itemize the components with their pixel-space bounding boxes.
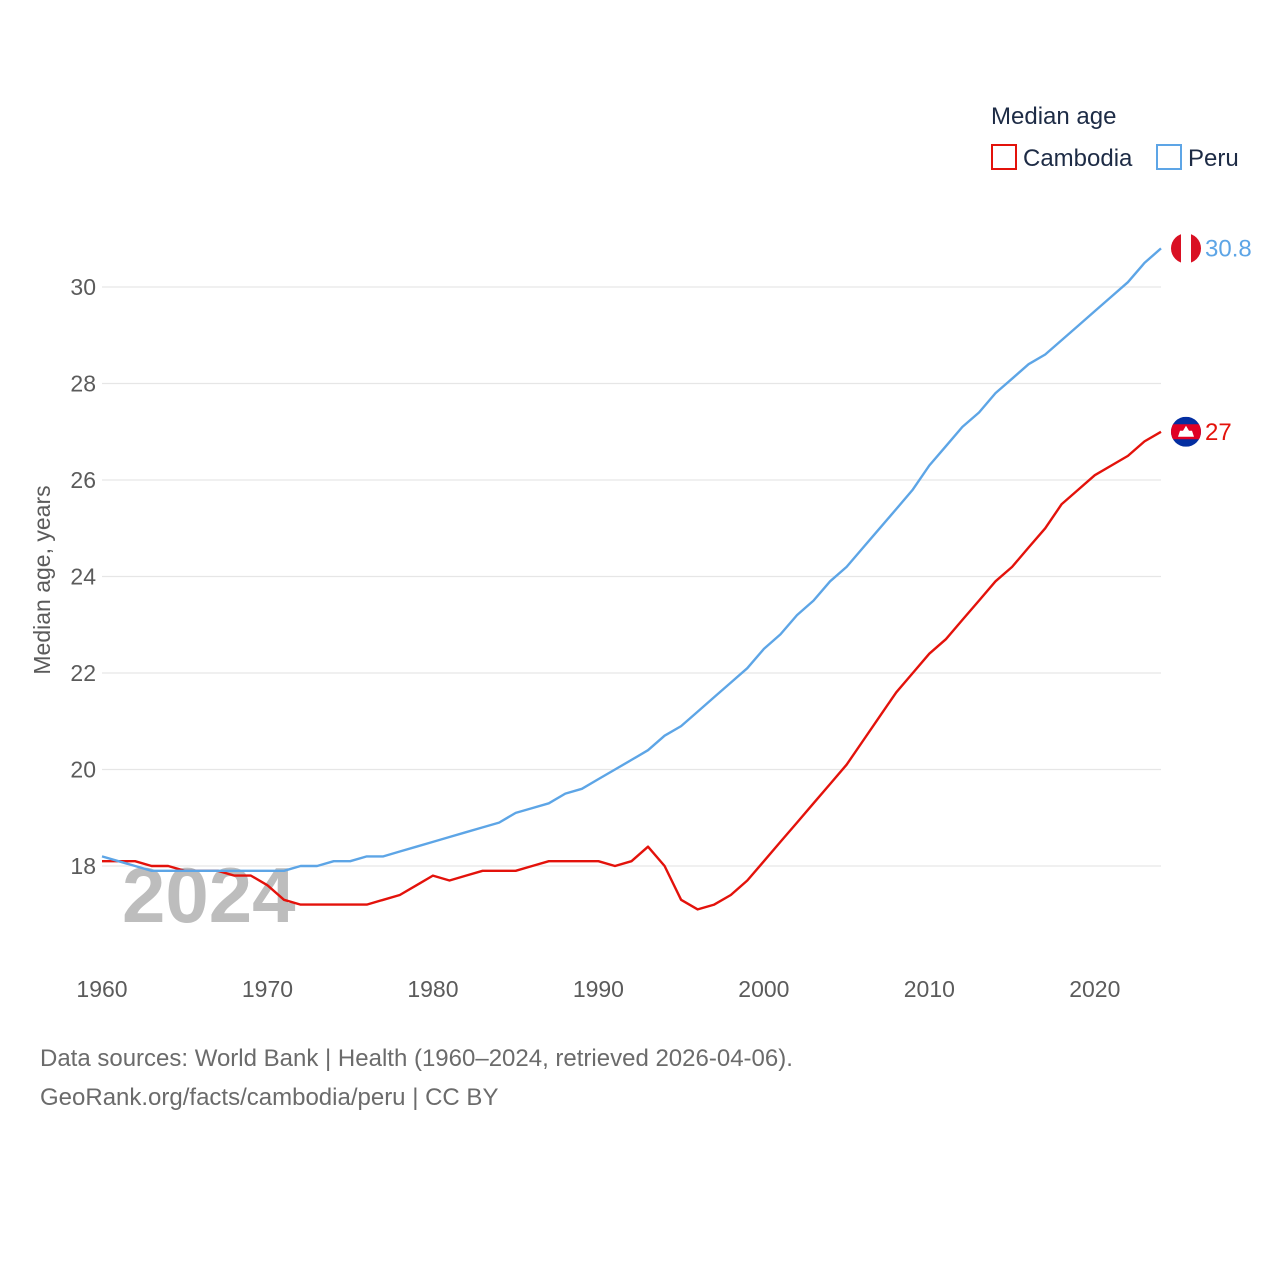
x-tick-label-1970: 1970 — [242, 976, 293, 1002]
legend-label-cambodia: Cambodia — [1023, 145, 1133, 172]
flag-body — [1171, 416, 1201, 447]
y-axis-title: Median age, years — [29, 485, 55, 674]
legend-item-cambodia[interactable]: Cambodia — [991, 144, 1133, 172]
series-lines — [101, 247, 1162, 911]
legend-item-peru[interactable]: Peru — [1156, 144, 1239, 172]
y-axis-ticks: 18 20 22 24 26 28 30 — [70, 274, 96, 879]
peru-flag-left-band — [1171, 233, 1181, 264]
cambodia-flag-icon — [1171, 416, 1201, 447]
y-tick-label-26: 26 — [70, 467, 96, 493]
end-value-label-cambodia: 27 — [1205, 419, 1232, 446]
legend-swatch-peru — [1156, 144, 1182, 170]
x-tick-label-1980: 1980 — [407, 976, 458, 1002]
y-tick-label-30: 30 — [70, 274, 96, 300]
peru-flag-icon — [1171, 233, 1201, 264]
y-tick-label-22: 22 — [70, 660, 96, 686]
legend-title: Median age — [991, 103, 1116, 130]
x-tick-label-2000: 2000 — [738, 976, 789, 1002]
cambodia-flag-temple — [1178, 425, 1194, 437]
x-tick-label-1990: 1990 — [573, 976, 624, 1002]
footer-attribution: GeoRank.org/facts/cambodia/peru | CC BY — [40, 1084, 499, 1111]
y-tick-label-18: 18 — [70, 853, 96, 879]
grid-lines — [102, 286, 1161, 867]
footer-sources: Data sources: World Bank | Health (1960–… — [40, 1045, 793, 1072]
x-tick-label-2020: 2020 — [1069, 976, 1120, 1002]
y-tick-label-24: 24 — [70, 564, 96, 590]
series-line-cambodia — [102, 430, 1162, 911]
legend-swatch-cambodia — [991, 144, 1017, 170]
peru-flag-right-band — [1191, 233, 1201, 264]
flag-body — [1171, 233, 1201, 264]
x-tick-label-1960: 1960 — [76, 976, 127, 1002]
end-value-label-peru: 30.8 — [1205, 235, 1252, 262]
x-tick-label-2010: 2010 — [904, 976, 955, 1002]
x-axis-ticks: 1960 1970 1980 1990 2000 2010 2020 — [76, 976, 1120, 1002]
series-line-peru — [101, 247, 1162, 872]
end-markers: 27 30.8 — [1171, 233, 1252, 447]
y-tick-label-20: 20 — [70, 757, 96, 783]
legend-label-peru: Peru — [1188, 145, 1239, 172]
legend: Median age Cambodia Peru — [991, 103, 1239, 172]
y-tick-label-28: 28 — [70, 371, 96, 397]
